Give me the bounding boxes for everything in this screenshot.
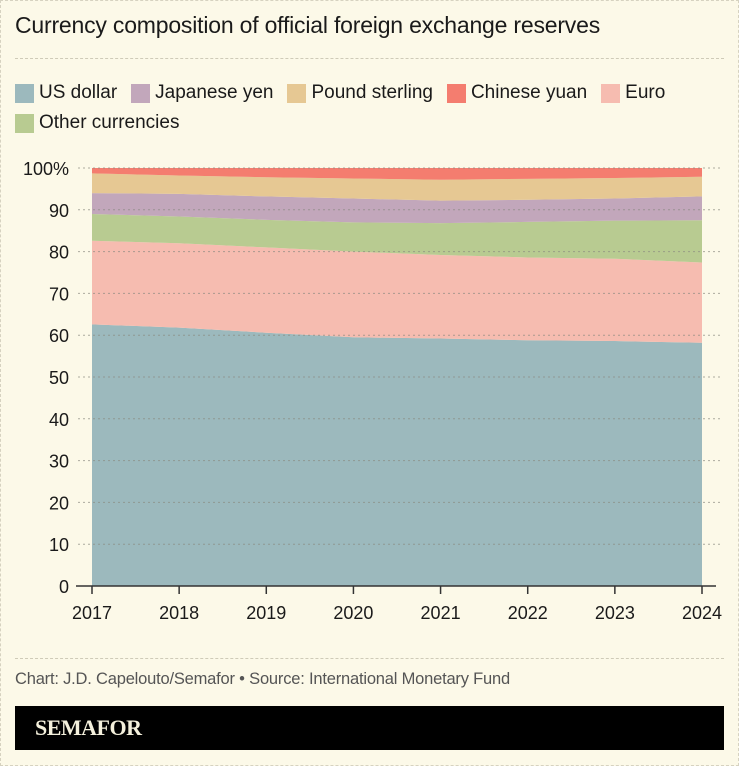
x-tick-label: 2017	[72, 603, 112, 623]
x-tick-label: 2019	[246, 603, 286, 623]
x-tick-label: 2020	[333, 603, 373, 623]
y-tick-label: 40	[49, 410, 69, 430]
x-tick-label: 2022	[508, 603, 548, 623]
legend-label: Euro	[625, 82, 666, 103]
area-us-dollar	[92, 324, 702, 586]
semafor-logo: SEMAFOR	[35, 715, 142, 740]
divider	[15, 58, 724, 59]
area-other-currencies	[92, 213, 702, 263]
brand-bar: SEMAFOR	[15, 706, 724, 750]
legend-swatch	[15, 113, 34, 133]
y-tick-label: 60	[49, 326, 69, 346]
legend-label: Chinese yuan	[470, 82, 588, 103]
area-euro	[92, 240, 702, 343]
legend-item: Euro	[601, 82, 665, 104]
y-tick-label: 100%	[23, 159, 69, 179]
legend-item: Other currencies	[15, 112, 179, 134]
x-tick-label: 2021	[421, 603, 461, 623]
legend-swatch	[446, 83, 466, 103]
x-tick-label: 2018	[159, 603, 199, 623]
legend-label: Pound sterling	[311, 82, 433, 103]
legend-label: US dollar	[39, 82, 118, 103]
y-tick-label: 90	[49, 201, 69, 221]
y-tick-label: 70	[49, 284, 69, 304]
x-tick-label: 2024	[682, 603, 722, 623]
y-tick-label: 10	[49, 535, 69, 555]
legend-swatch	[601, 83, 621, 103]
legend-item: Chinese yuan	[446, 82, 588, 104]
y-tick-label: 20	[49, 493, 69, 513]
y-tick-label: 80	[49, 243, 69, 263]
area-pound-sterling	[92, 173, 702, 201]
chart-title: Currency composition of official foreign…	[15, 12, 600, 38]
legend-item: Japanese yen	[131, 82, 273, 104]
legend-swatch	[15, 83, 34, 103]
divider	[15, 658, 724, 659]
legend-label: Other currencies	[39, 112, 180, 133]
legend-item: Pound sterling	[287, 82, 433, 104]
credit-line: Chart: J.D. Capelouto/Semafor • Source: …	[15, 670, 510, 688]
legend-label: Japanese yen	[155, 82, 274, 103]
x-tick-label: 2023	[595, 603, 635, 623]
legend-swatch	[287, 83, 307, 103]
y-tick-label: 30	[49, 452, 69, 472]
y-tick-label: 0	[59, 577, 69, 597]
area-japanese-yen	[92, 193, 702, 224]
legend-item: US dollar	[15, 82, 117, 104]
legend-swatch	[131, 83, 151, 103]
y-tick-label: 50	[49, 368, 69, 388]
area-chinese-yuan	[92, 168, 702, 180]
legend: US dollar Japanese yen Pound sterling Chine…	[15, 82, 725, 134]
